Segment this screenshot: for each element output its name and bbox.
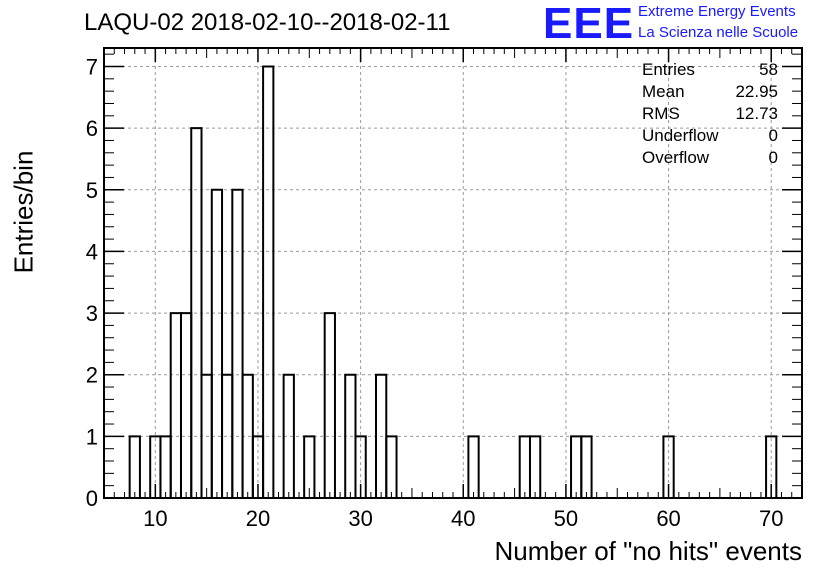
y-axis-label-box: Entries/bin: [2, 112, 46, 312]
stats-value: 22.95: [735, 82, 778, 101]
y-axis-label: Entries/bin: [8, 150, 39, 274]
logo-text-line2: La Scienza nelle Scuole: [638, 24, 799, 41]
stats-row-mean: Mean 22.95: [640, 82, 780, 104]
y-tick-label: 4: [86, 239, 98, 264]
histogram-bin: [580, 435, 593, 498]
histogram-bin: [262, 65, 275, 498]
x-tick-label: 60: [656, 506, 680, 531]
stats-row-entries: Entries 58: [640, 60, 780, 82]
stats-row-rms: RMS 12.73: [640, 104, 780, 126]
stats-row-overflow: Overflow 0: [640, 148, 780, 170]
histogram-bars: [128, 65, 778, 498]
y-tick-label: 5: [86, 178, 98, 203]
histogram-bin: [385, 435, 398, 498]
stats-value: 12.73: [735, 104, 778, 123]
histogram-bin: [210, 188, 224, 498]
histogram-bin: [354, 435, 367, 498]
eee-logo: EEE: [543, 0, 635, 48]
histogram-bin: [323, 312, 336, 498]
stats-row-underflow: Underflow 0: [640, 126, 780, 148]
stats-label: Mean: [642, 82, 685, 101]
x-tick-label: 40: [451, 506, 475, 531]
stats-label: RMS: [642, 104, 680, 123]
tick-labels: 10 20 30 40 50 60 70 0 1 2 3 4 5 6 7: [86, 54, 784, 531]
y-tick-label: 0: [86, 486, 98, 511]
histogram-bin: [662, 435, 675, 498]
histogram-bin: [190, 127, 203, 498]
x-tick-label: 30: [348, 506, 372, 531]
x-axis-label: Number of "no hits" events: [494, 536, 803, 566]
stats-label: Underflow: [642, 126, 719, 145]
stats-value: 0: [768, 126, 778, 145]
logo-text-line1: Extreme Energy Events: [638, 3, 796, 20]
histogram-bin: [179, 312, 193, 498]
y-tick-label: 7: [86, 54, 98, 79]
histogram-bin: [231, 188, 244, 498]
y-tick-label: 2: [86, 363, 98, 388]
x-tick-label: 20: [246, 506, 270, 531]
histogram-bin: [528, 435, 542, 498]
stats-box: Entries 58 Mean 22.95 RMS 12.73 Underflo…: [640, 60, 780, 170]
histogram-bin: [570, 435, 583, 498]
histogram-bin: [467, 435, 480, 498]
x-tick-label: 50: [554, 506, 578, 531]
histogram-bin: [128, 435, 141, 498]
stats-value: 58: [759, 60, 778, 79]
y-tick-label: 1: [86, 424, 98, 449]
stats-label: Overflow: [642, 148, 710, 167]
y-tick-label: 3: [86, 301, 98, 326]
x-tick-label: 10: [143, 506, 167, 531]
axis-ticks: [103, 48, 803, 499]
stats-value: 0: [768, 148, 778, 167]
chart-title: LAQU-02 2018-02-10--2018-02-11: [84, 9, 451, 36]
histogram-bin: [159, 435, 172, 498]
histogram-bin: [765, 435, 778, 498]
stats-label: Entries: [642, 60, 695, 79]
histogram-bin: [518, 435, 531, 498]
histogram-bin: [169, 312, 182, 498]
y-tick-label: 6: [86, 116, 98, 141]
histogram-bin: [282, 373, 295, 498]
x-tick-label: 70: [759, 506, 783, 531]
histogram-bin: [303, 435, 316, 498]
